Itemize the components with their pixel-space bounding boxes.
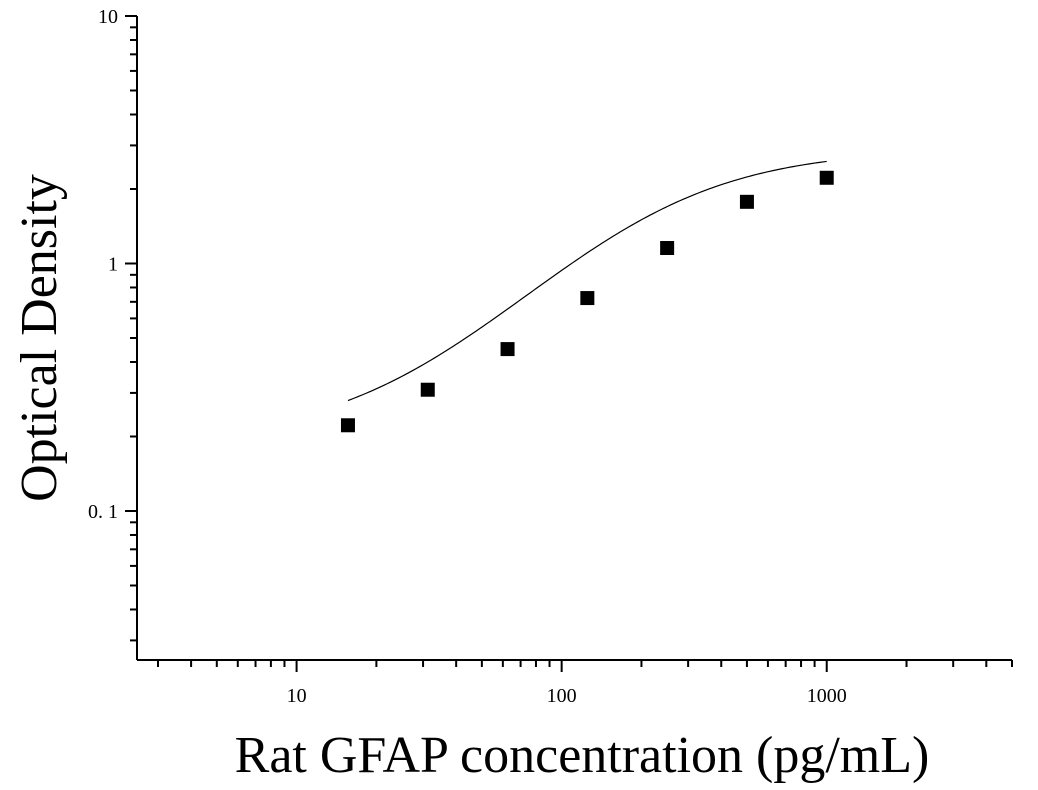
x-axis-title: Rat GFAP concentration (pg/mL) xyxy=(235,727,930,784)
data-point xyxy=(500,342,515,357)
data-point xyxy=(580,291,595,306)
data-point xyxy=(420,382,435,397)
tick-labels: 10 100 1000 0. 1 1 10 xyxy=(88,6,847,707)
y-axis-title: Optical Density xyxy=(11,174,68,502)
x-tick-label: 100 xyxy=(547,685,577,707)
fit-curve-group xyxy=(347,160,827,402)
axis-ticks xyxy=(125,15,1013,672)
data-points xyxy=(340,170,834,433)
fit-curve xyxy=(347,160,827,402)
y-tick-label: 10 xyxy=(98,6,118,28)
x-tick-label: 10 xyxy=(287,685,307,707)
data-point xyxy=(819,170,834,185)
y-tick-label: 0. 1 xyxy=(88,501,118,523)
data-point xyxy=(340,418,355,433)
data-point xyxy=(739,194,754,209)
data-point xyxy=(660,241,675,256)
y-tick-label: 1 xyxy=(108,253,118,275)
axes xyxy=(136,16,1012,661)
x-tick-label: 1000 xyxy=(807,685,847,707)
